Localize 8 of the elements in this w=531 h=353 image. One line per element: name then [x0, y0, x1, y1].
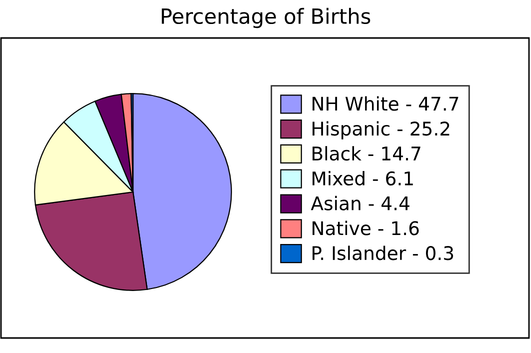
- legend-label: Mixed - 6.1: [312, 170, 413, 186]
- chart-title: Percentage of Births: [162, 8, 370, 28]
- legend-label: NH White - 47.7: [312, 96, 458, 111]
- legend-label: Black - 14.7: [312, 146, 420, 161]
- legend-label: Hispanic - 25.2: [312, 121, 450, 140]
- legend-label: Native - 1.6: [312, 220, 419, 236]
- legend-label: Asian - 4.4: [310, 196, 410, 210]
- legend-label: P. Islander - 0.3: [312, 246, 454, 260]
